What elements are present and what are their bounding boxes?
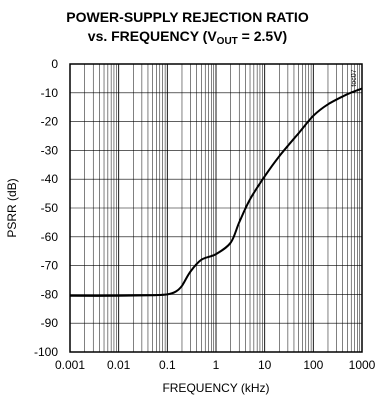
y-tick-label: -70 [41, 259, 59, 273]
y-tick-label: -50 [41, 201, 59, 215]
x-tick-labels: 0.001 0.01 0.1 1 10 100 1000 [55, 358, 375, 372]
grid [69, 63, 362, 353]
chart-title-line2: vs. FREQUENCY (VOUT = 2.5V) [0, 27, 375, 51]
title-suffix: = 2.5V) [237, 28, 288, 44]
y-tick-label: -80 [41, 287, 59, 301]
y-tick-label: 0 [51, 57, 58, 71]
y-tick-label: -100 [34, 345, 58, 359]
x-tick-label: 1 [213, 358, 220, 372]
x-axis-label: FREQUENCY (kHz) [162, 381, 269, 395]
y-axis-label: PSRR (dB) [5, 178, 19, 237]
y-tick-label: -40 [41, 172, 59, 186]
y-tick-label: -60 [41, 230, 59, 244]
figure-tag: toc07 [351, 69, 358, 86]
x-tick-label: 0.01 [107, 358, 131, 372]
y-tick-label: -20 [41, 115, 59, 129]
y-tick-label: -10 [41, 86, 59, 100]
x-tick-label: 0.001 [55, 358, 85, 372]
plot-frame [69, 63, 363, 353]
y-tick-labels: 0 -10 -20 -30 -40 -50 -60 -70 -80 -90 -100 [34, 57, 58, 359]
x-tick-label: 0.1 [159, 358, 176, 372]
title-prefix: vs. FREQUENCY (V [87, 28, 217, 44]
x-tick-label: 100 [303, 358, 323, 372]
chart-title-line1: POWER-SUPPLY REJECTION RATIO [66, 9, 309, 25]
y-tick-label: -90 [41, 316, 59, 330]
title-subscript: OUT [216, 36, 238, 47]
x-tick-label: 1000 [349, 358, 375, 372]
psrr-series-line [69, 87, 363, 297]
y-tick-label: -30 [41, 143, 59, 157]
x-tick-label: 10 [258, 358, 272, 372]
